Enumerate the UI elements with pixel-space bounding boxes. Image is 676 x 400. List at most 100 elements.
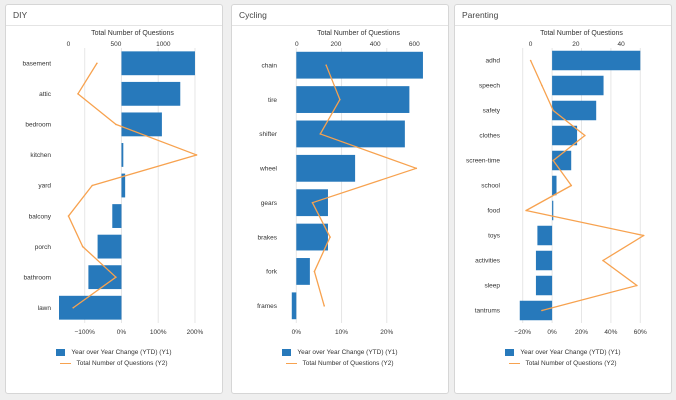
top-axis-tick-label: 20 bbox=[572, 41, 580, 48]
category-label-toys: toys bbox=[488, 233, 501, 240]
bottom-axis-tick-label: 0% bbox=[547, 329, 557, 336]
legend-bar-swatch bbox=[282, 349, 292, 356]
line-point-balcony bbox=[67, 215, 70, 217]
line-point-speech bbox=[541, 84, 543, 87]
line-point-lawn bbox=[72, 306, 75, 309]
bar-food bbox=[552, 200, 554, 221]
category-label-shifter: shifter bbox=[259, 131, 278, 138]
category-label-speech: speech bbox=[479, 83, 500, 90]
series-line-total-questions bbox=[525, 60, 645, 312]
line-point-porch bbox=[81, 245, 84, 248]
line-point-food bbox=[525, 209, 527, 212]
bottom-axis-tick-label: 200% bbox=[187, 329, 204, 336]
line-point-screen-time bbox=[552, 159, 555, 162]
legend-item-bar[interactable]: Year over Year Change (YTD) (Y1) bbox=[232, 347, 448, 358]
top-axis-tick-label: 0 bbox=[529, 41, 533, 48]
line-point-clothes bbox=[584, 134, 586, 137]
line-point-safety bbox=[552, 109, 555, 112]
top-axis-tick-label: 0 bbox=[67, 41, 71, 48]
line-point-adhd bbox=[529, 59, 532, 62]
line-point-fork bbox=[313, 270, 316, 273]
bar-adhd bbox=[552, 50, 641, 71]
legend-bar-swatch bbox=[56, 349, 66, 356]
category-label-screen-time: screen-time bbox=[466, 158, 500, 165]
bar-porch bbox=[97, 234, 122, 259]
line-point-shifter bbox=[319, 133, 322, 135]
bar-shifter bbox=[296, 120, 405, 148]
bar-bedroom bbox=[121, 112, 162, 137]
top-axis-tick-label: 500 bbox=[110, 41, 121, 48]
top-axis-tick-label: 1000 bbox=[156, 41, 171, 48]
legend-label: Total Number of Questions (Y2) bbox=[302, 360, 394, 367]
bar-toys bbox=[537, 225, 553, 246]
panel-divider bbox=[232, 25, 448, 26]
legend-item-line[interactable]: Total Number of Questions (Y2) bbox=[232, 358, 448, 369]
chart-cycling: Total Number of Questions 0% 10% 20% 0 200 400… bbox=[257, 30, 423, 336]
category-label-gears: gears bbox=[261, 200, 278, 207]
bar-safety bbox=[552, 100, 597, 121]
bottom-axis-tick-label: 20% bbox=[575, 329, 588, 336]
top-axis-tick-label: 400 bbox=[370, 41, 381, 48]
category-label-brakes: brakes bbox=[257, 234, 277, 241]
line-point-toys bbox=[642, 234, 645, 237]
panel-title: Parenting bbox=[462, 10, 499, 20]
legend-label: Year over Year Change (YTD) (Y1) bbox=[297, 349, 398, 356]
legend-label: Year over Year Change (YTD) (Y1) bbox=[520, 349, 621, 356]
category-label-food: food bbox=[487, 208, 500, 215]
category-label-attic: attic bbox=[39, 91, 52, 98]
top-axis-tick-label: 0 bbox=[295, 41, 299, 48]
category-label-basement: basement bbox=[22, 60, 51, 67]
bar-bathroom bbox=[88, 265, 122, 290]
bar-lawn bbox=[59, 295, 122, 320]
category-label-sleep: sleep bbox=[484, 283, 500, 290]
bar-sleep bbox=[535, 275, 553, 296]
top-axis-tick-label: 600 bbox=[409, 41, 420, 48]
legend-item-bar[interactable]: Year over Year Change (YTD) (Y1) bbox=[6, 347, 222, 358]
line-point-sleep bbox=[636, 284, 638, 287]
chart-parenting: Total Number of Questions −20% 0% 20% 40% 60%… bbox=[466, 30, 647, 336]
line-point-wheel bbox=[415, 167, 418, 170]
legend-line-swatch bbox=[509, 363, 521, 364]
legend-item-line[interactable]: Total Number of Questions (Y2) bbox=[455, 358, 671, 369]
top-axis-tick-label: 200 bbox=[331, 41, 342, 48]
bottom-axis-tick-label: −100% bbox=[75, 329, 96, 336]
category-label-school: school bbox=[481, 183, 500, 190]
line-point-tire bbox=[339, 98, 341, 101]
chart-legend: Year over Year Change (YTD) (Y1) Total N… bbox=[6, 347, 222, 369]
bottom-axis-tick-label: 100% bbox=[150, 329, 167, 336]
category-label-fork: fork bbox=[266, 269, 278, 276]
line-point-frames bbox=[323, 305, 325, 307]
category-label-safety: safety bbox=[483, 108, 501, 115]
chart-diy: Total Number of Questions −100% 0% 100% 200%… bbox=[22, 30, 204, 336]
category-label-tantrums: tantrums bbox=[475, 308, 501, 315]
line-point-tantrums bbox=[541, 309, 543, 312]
top-axis-title: Total Number of Questions bbox=[317, 30, 400, 37]
category-label-tire: tire bbox=[268, 97, 277, 104]
bar-activities bbox=[535, 250, 553, 271]
line-point-brakes bbox=[329, 236, 331, 238]
bar-clothes bbox=[552, 125, 578, 146]
line-point-bathroom bbox=[115, 276, 117, 278]
line-point-basement bbox=[96, 62, 98, 65]
line-point-activities bbox=[602, 259, 604, 262]
line-point-school bbox=[570, 184, 573, 187]
category-label-activities: activities bbox=[475, 258, 501, 265]
panel-divider bbox=[6, 25, 222, 26]
bottom-axis-tick-label: 0% bbox=[292, 329, 302, 336]
bar-basement bbox=[121, 51, 195, 76]
legend-item-bar[interactable]: Year over Year Change (YTD) (Y1) bbox=[455, 347, 671, 358]
category-label-chain: chain bbox=[261, 62, 277, 69]
bottom-axis-tick-label: 40% bbox=[604, 329, 617, 336]
legend-label: Total Number of Questions (Y2) bbox=[525, 360, 617, 367]
legend-label: Year over Year Change (YTD) (Y1) bbox=[71, 349, 172, 356]
bar-tantrums bbox=[519, 300, 553, 321]
bar-wheel bbox=[296, 154, 356, 182]
legend-item-line[interactable]: Total Number of Questions (Y2) bbox=[6, 358, 222, 369]
category-label-balcony: balcony bbox=[29, 213, 52, 220]
bottom-axis-tick-label: 60% bbox=[634, 329, 647, 336]
category-label-porch: porch bbox=[35, 244, 52, 251]
category-label-bathroom: bathroom bbox=[24, 274, 51, 281]
panel-title: Cycling bbox=[239, 10, 267, 20]
line-point-bedroom bbox=[115, 123, 117, 126]
chart-legend: Year over Year Change (YTD) (Y1) Total N… bbox=[455, 347, 671, 369]
